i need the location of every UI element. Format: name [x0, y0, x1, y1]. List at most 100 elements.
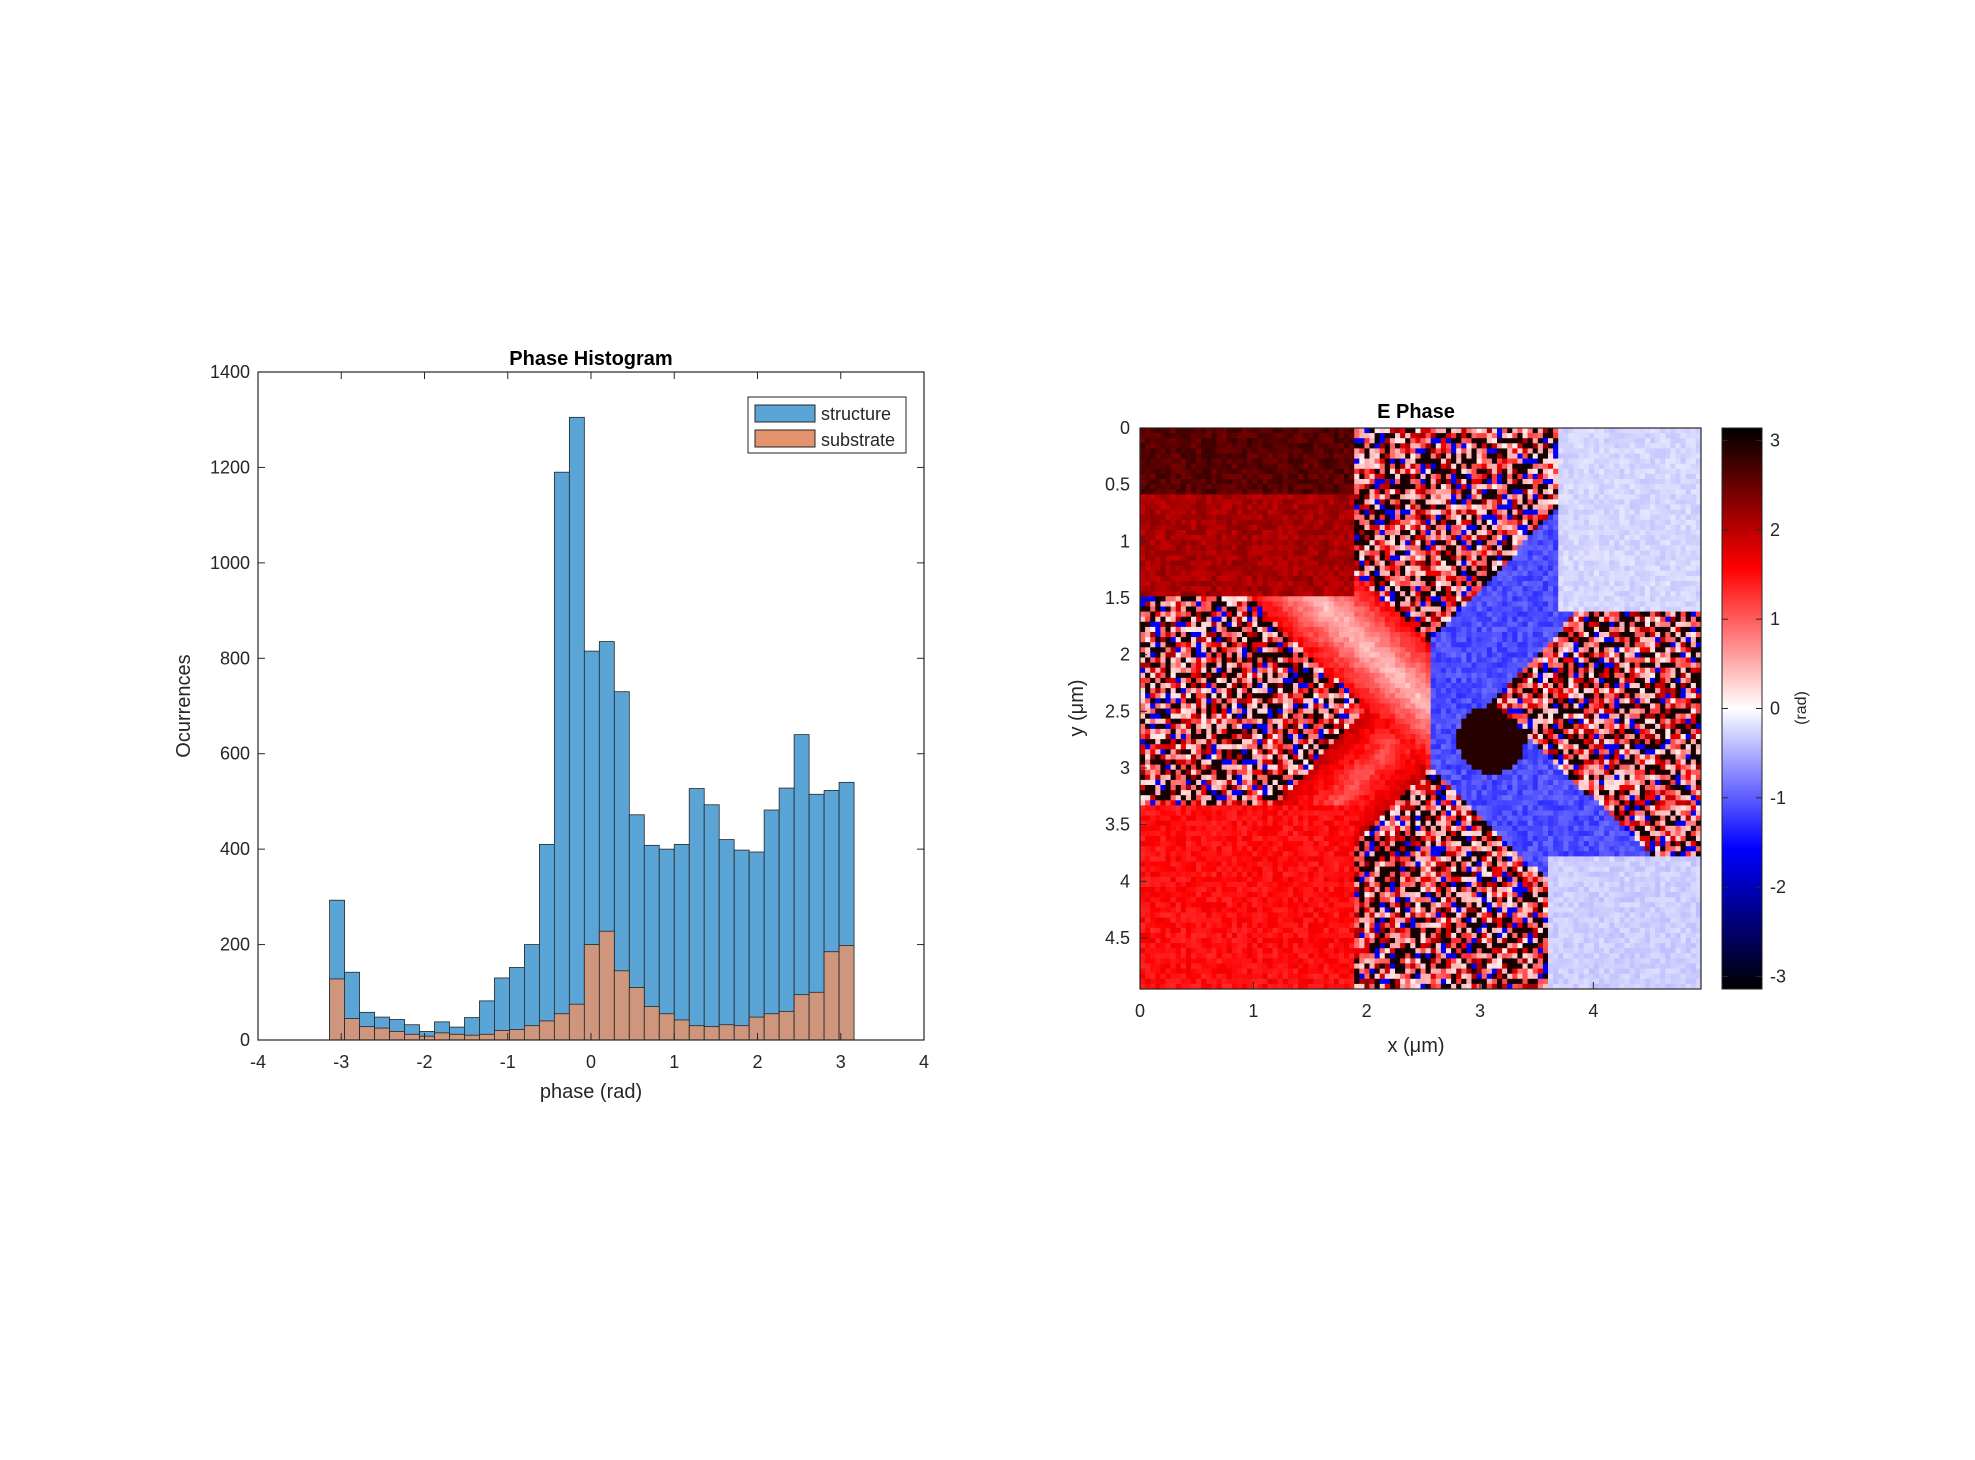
heatmap-cell [1558, 581, 1564, 587]
heatmap-cell [1635, 484, 1641, 490]
heatmap-cell [1288, 566, 1294, 572]
heatmap-cell [1461, 576, 1467, 582]
heatmap-cell [1150, 474, 1156, 480]
bar-structure-29 [764, 810, 779, 1040]
heatmap-cell [1283, 556, 1289, 562]
heatmap-cell [1329, 601, 1335, 607]
heatmap-cell [1344, 459, 1350, 465]
heatmap-cell [1145, 586, 1151, 592]
heatmap-cell [1472, 469, 1478, 475]
heatmap-cell [1308, 525, 1314, 531]
heatmap-cell [1599, 556, 1605, 562]
heatmap-cell [1303, 530, 1309, 536]
heatmap-cell [1222, 505, 1228, 511]
heatmap-cell [1354, 520, 1360, 526]
heatmap-cell [1477, 510, 1483, 515]
heatmap-cell [1441, 505, 1447, 511]
heatmap-cell [1206, 586, 1212, 592]
heatmap-cell [1313, 530, 1319, 536]
heatmap-cell [1354, 489, 1360, 495]
heatmap-cell [1451, 464, 1457, 470]
heatmap-cell [1676, 586, 1682, 592]
heatmap-cell [1507, 489, 1513, 495]
heatmap-cell [1349, 591, 1355, 597]
heatmap-cell [1558, 637, 1564, 643]
heatmap-cell [1278, 632, 1284, 638]
heatmap-cell [1676, 474, 1682, 480]
heatmap-cell [1614, 464, 1620, 470]
heatmap-cell [1191, 494, 1197, 500]
heatmap-cell [1415, 596, 1421, 602]
heatmap-cell [1538, 576, 1544, 582]
heatmap-cell [1329, 617, 1335, 623]
heatmap-cell [1512, 612, 1518, 618]
heatmap-cell [1385, 591, 1391, 597]
heatmap-cell [1655, 479, 1661, 485]
heatmap-cell [1635, 612, 1641, 618]
heatmap-cell [1441, 499, 1447, 505]
heatmap-cell [1472, 540, 1478, 546]
bar-structure-23 [674, 844, 689, 1040]
heatmap-cell [1446, 510, 1452, 515]
heatmap-cell [1344, 637, 1350, 643]
heatmap-cell [1584, 479, 1590, 485]
heatmap-cell [1640, 561, 1646, 567]
heatmap-cell [1497, 459, 1503, 465]
heatmap-cell [1268, 499, 1274, 505]
heatmap-cell [1324, 499, 1330, 505]
heatmap-cell [1257, 642, 1263, 648]
heatmap-cell [1584, 571, 1590, 577]
heatmap-cell [1594, 647, 1600, 653]
heatmap-cell [1359, 607, 1365, 613]
heatmap-cell [1160, 530, 1166, 536]
heatmap-cell [1160, 438, 1166, 444]
heatmap-cell [1303, 607, 1309, 613]
heatmap-cell [1247, 530, 1253, 536]
heatmap-cell [1584, 494, 1590, 500]
heatmap-cell [1380, 617, 1386, 623]
heatmap-cell [1482, 479, 1488, 485]
heatmap-cell [1517, 510, 1523, 515]
heatmap-cell [1517, 505, 1523, 511]
heatmap-cell [1298, 489, 1304, 495]
heatmap-cell [1563, 474, 1569, 480]
heatmap-cell [1558, 642, 1564, 648]
heatmap-cell [1421, 474, 1427, 480]
heatmap-cell [1584, 459, 1590, 465]
heatmap-cell [1359, 510, 1365, 515]
heatmap-cell [1487, 438, 1493, 444]
heatmap-cell [1625, 484, 1631, 490]
heatmap-cell [1614, 505, 1620, 511]
heatmap-cell [1635, 505, 1641, 511]
heatmap-cell [1538, 637, 1544, 643]
heatmap-cell [1181, 556, 1187, 562]
heatmap-cell [1599, 596, 1605, 602]
heatmap-cell [1599, 545, 1605, 551]
heatmap-cell [1313, 617, 1319, 623]
heatmap-cell [1426, 586, 1432, 592]
heatmap-cell [1451, 438, 1457, 444]
heatmap-cell [1395, 607, 1401, 613]
heatmap-cell [1655, 438, 1661, 444]
heatmap-cell [1415, 479, 1421, 485]
heatmap-cell [1436, 505, 1442, 511]
heatmap-cell [1303, 596, 1309, 602]
heatmap-cell [1400, 596, 1406, 602]
heatmap-cell [1512, 494, 1518, 500]
heatmap-cell [1380, 438, 1386, 444]
heatmap-cell [1303, 459, 1309, 465]
heatmap-cell [1145, 448, 1151, 454]
heatmap-cell [1252, 433, 1258, 439]
heatmap-cell [1303, 647, 1309, 653]
heatmap-cell [1543, 484, 1549, 490]
heatmap-cell [1349, 607, 1355, 613]
heatmap-cell [1186, 556, 1192, 562]
heatmap-cell [1635, 561, 1641, 567]
heatmap-cell [1201, 545, 1207, 551]
heatmap-cell [1477, 586, 1483, 592]
heatmap-cell [1375, 448, 1381, 454]
heatmap-cell [1543, 499, 1549, 505]
bar-substrate-13 [524, 1026, 539, 1040]
bar-structure-26 [719, 840, 734, 1040]
heatmap-cell [1268, 438, 1274, 444]
